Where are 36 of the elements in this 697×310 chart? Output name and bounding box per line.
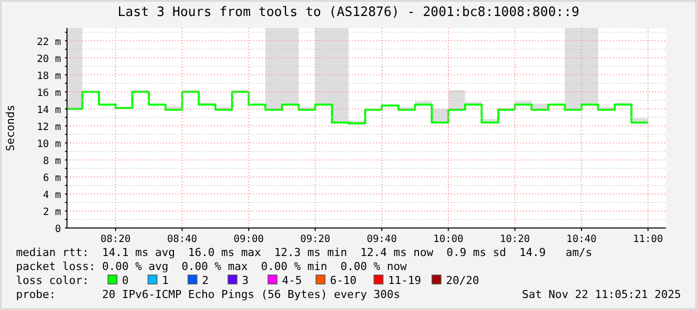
- chart-title: Last 3 Hours from tools to (AS12876) - 2001:bc8:1008:800::9: [118, 5, 580, 20]
- text: probe: 20 IPv6-ICMP Echo Pings (56 Bytes) every 300s: [16, 288, 400, 301]
- text: 3: [242, 274, 249, 287]
- y-tick-label: 18 m: [36, 70, 61, 82]
- y-tick-label: 4 m: [42, 190, 61, 201]
- y-tick-label: 2 m: [42, 206, 61, 218]
- text: Sat Nov 22 11:05:21 2025: [522, 288, 681, 301]
- y-tick-label: 0: [54, 224, 61, 235]
- y-tick-label: 8 m: [42, 156, 61, 167]
- x-tick-label: 10:40: [566, 234, 597, 245]
- x-tick-label: 08:20: [100, 234, 131, 245]
- text: packet loss: 0.00 % avg 0.00 % max 0.00 % min 0.00 % now: [16, 260, 408, 273]
- x-tick-label: 11:00: [632, 234, 664, 245]
- x-tick-label: 08:40: [167, 234, 198, 245]
- x-tick-label: 09:00: [234, 234, 264, 245]
- x-tick-label: 10:20: [500, 234, 530, 245]
- text: 6-10: [330, 274, 356, 287]
- y-tick-label: 10 m: [36, 138, 61, 150]
- x-tick-label: 10:00: [433, 234, 464, 245]
- y-axis-title: Seconds: [4, 104, 17, 152]
- y-tick-label: 14 m: [36, 104, 61, 116]
- y-tick-label: 6 m: [42, 172, 61, 184]
- text: 2: [202, 274, 209, 287]
- text: 4-5: [282, 274, 302, 287]
- text: median rtt: 14.1 ms avg 16.0 ms max 12.3 ms min 12.4 ms now 0.9 ms sd 14.9 am/s: [16, 246, 592, 259]
- text: 20/20: [446, 274, 480, 287]
- y-tick-label: 16 m: [36, 88, 61, 99]
- text: 0: [122, 274, 129, 287]
- x-tick-label: 09:20: [300, 234, 330, 245]
- text: loss color:: [16, 274, 89, 287]
- y-tick-label: 22 m: [36, 36, 61, 48]
- y-tick-label: 12 m: [36, 122, 61, 133]
- x-tick-label: 09:40: [366, 234, 397, 245]
- y-tick-label: 20 m: [36, 54, 61, 65]
- text: 1: [162, 274, 169, 287]
- text: 11-19: [388, 274, 422, 287]
